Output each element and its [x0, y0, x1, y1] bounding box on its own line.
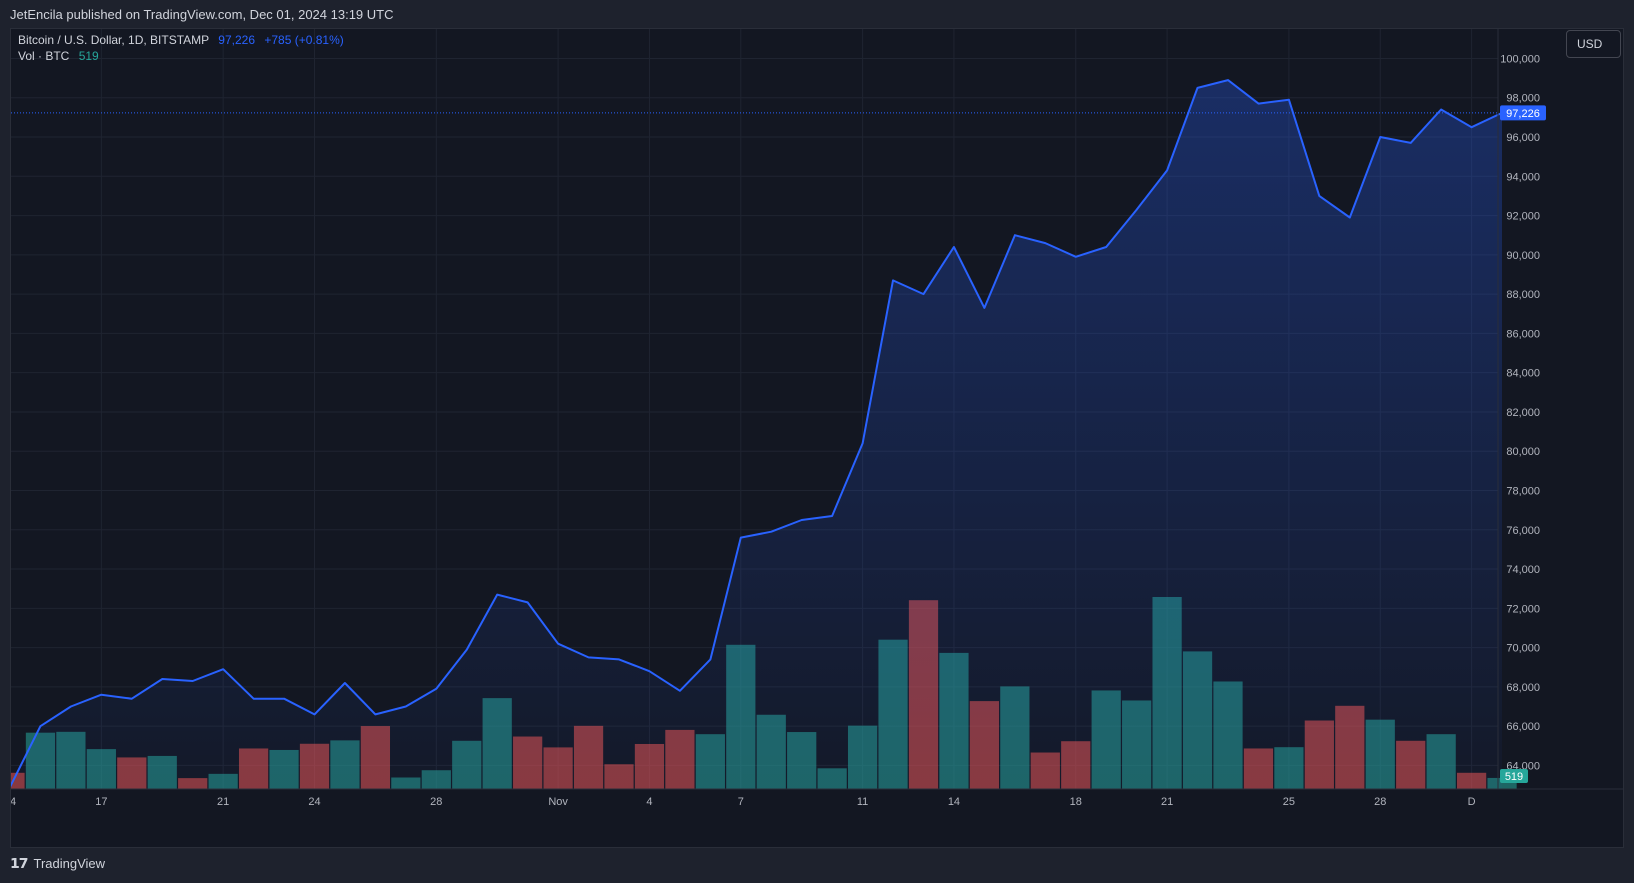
price-tick-label: 88,000	[1506, 289, 1540, 301]
time-tick-label: 18	[1070, 796, 1082, 808]
price-tick-label: 90,000	[1506, 250, 1540, 262]
currency-button[interactable]: USD	[1566, 30, 1621, 58]
symbol-legend[interactable]: Bitcoin / U.S. Dollar, 1D, BITSTAMP 97,2…	[18, 33, 344, 47]
price-tick-label: 98,000	[1506, 93, 1540, 105]
price-tick-label: 68,000	[1506, 682, 1540, 694]
price-tick-label: 80,000	[1506, 446, 1540, 458]
time-tick-label: 14	[11, 796, 16, 808]
symbol-title: Bitcoin / U.S. Dollar, 1D, BITSTAMP	[18, 33, 209, 47]
time-tick-label: 24	[308, 796, 320, 808]
price-tick-label: 82,000	[1506, 407, 1540, 419]
price-tick-label: 70,000	[1506, 643, 1540, 655]
time-tick-label: 4	[646, 796, 652, 808]
price-tick-label: 86,000	[1506, 328, 1540, 340]
time-tick-label: 11	[857, 796, 868, 808]
price-tick-label: 66,000	[1506, 721, 1540, 733]
time-axis[interactable]: 14 17 21 24 28 Nov 4 7 11 14 18 21 25 28 D	[4, 796, 1476, 808]
price-tick-label: 92,000	[1506, 211, 1540, 223]
time-tick-label: 28	[1374, 796, 1386, 808]
price-tick-label: 96,000	[1506, 132, 1540, 144]
price-line	[9, 79, 1503, 788]
time-tick-label: 21	[1161, 796, 1173, 808]
price-axis[interactable]: 64,00066,00068,00070,00072,00074,00076,0…	[1500, 53, 1540, 772]
footer-brand[interactable]: 𝟭𝟳 TradingView	[10, 855, 105, 872]
price-tick-label: 94,000	[1506, 171, 1540, 183]
last-price-label: 97,226	[1506, 108, 1540, 120]
price-tick-label: 72,000	[1506, 603, 1540, 615]
price-tick-label: 84,000	[1506, 368, 1540, 380]
time-tick-label: 7	[738, 796, 744, 808]
volume-value-label: 519	[1505, 771, 1523, 783]
price-tick-label: 100,000	[1500, 53, 1540, 65]
publish-bar: JetEncila published on TradingView.com, …	[0, 0, 1634, 30]
footer-brand-label: TradingView	[33, 856, 106, 871]
time-tick-label: 25	[1283, 796, 1295, 808]
chart-panel[interactable]: 64,000 66,000 68,000 70,000 72,000 74,000 76,0…	[0, 28, 1624, 848]
time-tick-label: 21	[217, 796, 229, 808]
time-tick-label: 14	[948, 796, 960, 808]
price-change: +785 (+0.81%)	[264, 33, 344, 47]
volume-legend[interactable]: Vol · BTC 519	[18, 49, 99, 63]
volume-value: 519	[78, 49, 99, 63]
time-tick-label: D	[1468, 796, 1476, 808]
publish-info: JetEncila published on TradingView.com, …	[10, 7, 394, 22]
last-price-badge: 97,226	[1500, 105, 1546, 121]
volume-bar	[1487, 777, 1517, 789]
time-tick-label: Nov	[548, 796, 568, 808]
time-tick-label: 17	[95, 796, 107, 808]
price-chart[interactable]: 64,00066,00068,00070,00072,00074,00076,0…	[0, 29, 1623, 847]
time-tick-label: 28	[430, 796, 442, 808]
volume-value-badge: 519	[1500, 769, 1528, 783]
price-tick-label: 76,000	[1506, 525, 1540, 537]
price-area-fill	[10, 80, 1502, 790]
volume-title: Vol · BTC	[18, 49, 70, 63]
price-tick-label: 78,000	[1506, 485, 1540, 497]
price-tick-label: 74,000	[1506, 564, 1540, 576]
last-value: 97,226	[218, 33, 255, 47]
tradingview-logo-icon: 𝟭𝟳	[10, 855, 29, 871]
